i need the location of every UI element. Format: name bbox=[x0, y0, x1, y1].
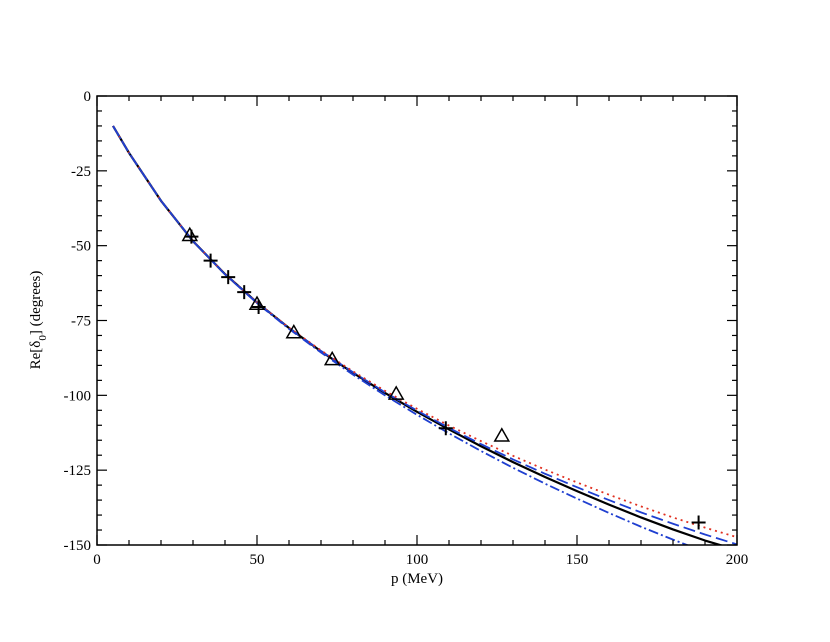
y-tick-label: 0 bbox=[84, 89, 92, 105]
plus-marker bbox=[203, 253, 218, 268]
y-tick-label: -75 bbox=[71, 314, 91, 330]
x-tick-label: 200 bbox=[726, 552, 749, 568]
ticks-layer bbox=[96, 95, 738, 546]
x-axis-label: p (MeV) bbox=[391, 571, 443, 587]
y-tick-label: -100 bbox=[64, 388, 92, 404]
triangle-marker bbox=[248, 295, 266, 311]
curves-layer bbox=[112, 125, 737, 545]
curve-dashed bbox=[112, 125, 737, 545]
y-tick-label: -125 bbox=[64, 463, 92, 479]
triangle-marker bbox=[323, 350, 341, 366]
x-tick-label: 100 bbox=[406, 552, 429, 568]
y-axis-label-rest: ] (degrees) bbox=[28, 271, 44, 336]
y-axis-label-subscript: 0 bbox=[37, 335, 49, 341]
plus-marker bbox=[221, 270, 236, 285]
y-tick-label: -25 bbox=[71, 164, 91, 180]
markers-layer bbox=[181, 226, 706, 530]
plus-marker bbox=[438, 421, 453, 436]
y-tick-label: -50 bbox=[71, 239, 91, 255]
x-tick-label: 150 bbox=[566, 552, 589, 568]
plus-marker bbox=[691, 515, 706, 530]
y-tick-label: -150 bbox=[64, 538, 92, 554]
x-tick-label: 0 bbox=[93, 552, 101, 568]
tick-labels-layer: 0 50 100 150 200 0 -25 -50 -75 -100 -125 -150 bbox=[64, 89, 749, 568]
triangle-marker bbox=[387, 385, 405, 400]
triangle-marker bbox=[181, 226, 199, 242]
y-axis-label: Re[δ0] (degrees) bbox=[28, 271, 49, 370]
triangle-marker bbox=[285, 323, 303, 339]
plus-marker bbox=[237, 285, 252, 300]
x-tick-label: 50 bbox=[250, 552, 265, 568]
y-axis-label-base: Re[δ bbox=[28, 341, 44, 370]
triangle-marker bbox=[493, 427, 511, 442]
curve-dotted bbox=[112, 125, 737, 539]
